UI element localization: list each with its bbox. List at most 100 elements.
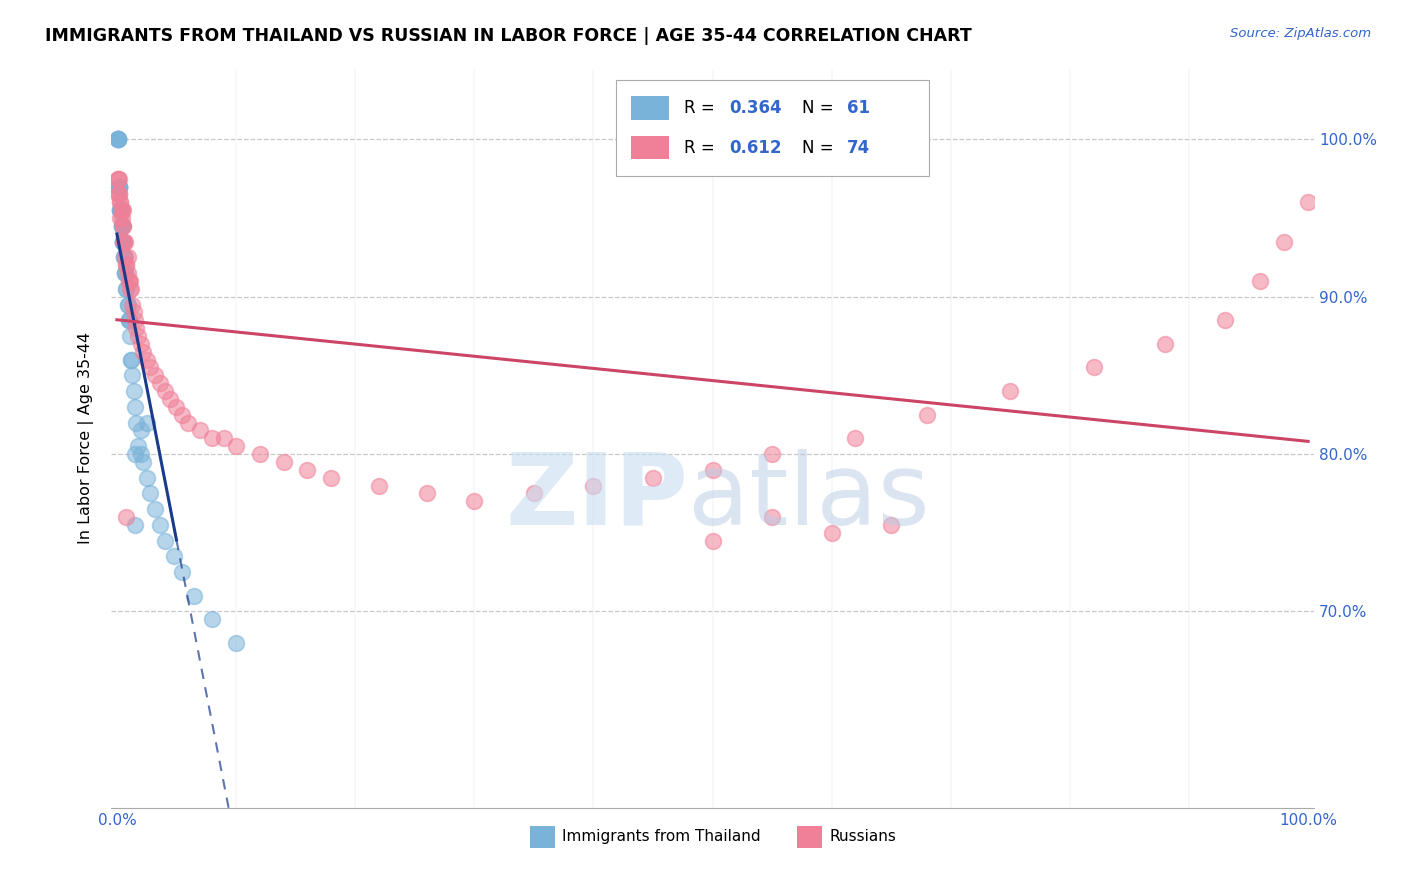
Point: [110, 195, 132, 210]
Point: [153, 533, 176, 548]
Point: [159, 392, 181, 406]
Point: [127, 329, 149, 343]
Point: [122, 384, 145, 398]
Text: Russians: Russians: [830, 830, 896, 844]
Point: [129, 337, 152, 351]
Point: [107, 171, 129, 186]
Point: [1083, 360, 1105, 375]
Point: [1154, 337, 1177, 351]
Point: [107, 187, 129, 202]
Text: IMMIGRANTS FROM THAILAND VS RUSSIAN IN LABOR FORCE | AGE 35-44 CORRELATION CHART: IMMIGRANTS FROM THAILAND VS RUSSIAN IN L…: [45, 27, 972, 45]
Point: [415, 486, 437, 500]
Point: [110, 203, 132, 218]
Point: [135, 470, 157, 484]
Point: [108, 171, 131, 186]
FancyBboxPatch shape: [631, 95, 669, 120]
Point: [111, 219, 134, 233]
Point: [117, 297, 139, 311]
Point: [139, 486, 162, 500]
Point: [1213, 313, 1236, 327]
Point: [166, 400, 188, 414]
Point: [143, 502, 166, 516]
Point: [110, 211, 132, 225]
Point: [163, 549, 186, 564]
Point: [111, 235, 134, 249]
Point: [114, 266, 136, 280]
Point: [249, 447, 271, 461]
Point: [108, 179, 131, 194]
Point: [120, 352, 142, 367]
Point: [107, 132, 129, 146]
Point: [124, 400, 146, 414]
Point: [122, 305, 145, 319]
Point: [111, 235, 134, 249]
Y-axis label: In Labor Force | Age 35-44: In Labor Force | Age 35-44: [79, 332, 94, 544]
Point: [124, 447, 146, 461]
Point: [115, 258, 138, 272]
Point: [120, 282, 142, 296]
Point: [110, 203, 132, 218]
Text: R =: R =: [683, 99, 720, 117]
Text: Source: ZipAtlas.com: Source: ZipAtlas.com: [1230, 27, 1371, 40]
Point: [114, 251, 136, 265]
Point: [114, 266, 136, 280]
Text: R =: R =: [683, 138, 720, 157]
Point: [108, 187, 131, 202]
Point: [118, 313, 141, 327]
Point: [111, 203, 134, 218]
Point: [107, 132, 129, 146]
Point: [132, 344, 155, 359]
Point: [135, 416, 157, 430]
FancyBboxPatch shape: [631, 136, 669, 160]
Point: [124, 313, 146, 327]
Point: [111, 219, 134, 233]
Point: [108, 187, 131, 202]
Point: [112, 235, 135, 249]
Point: [225, 636, 247, 650]
Point: [463, 494, 485, 508]
Point: [118, 313, 141, 327]
Point: [121, 297, 143, 311]
Point: [188, 424, 211, 438]
Point: [118, 274, 141, 288]
Point: [273, 455, 295, 469]
Point: [117, 251, 139, 265]
Point: [297, 463, 319, 477]
Point: [177, 416, 200, 430]
Point: [108, 179, 131, 194]
Point: [114, 266, 136, 280]
Point: [844, 431, 866, 445]
Point: [111, 203, 134, 218]
Point: [107, 171, 129, 186]
Point: [118, 313, 141, 327]
Point: [118, 329, 141, 343]
Point: [1272, 235, 1295, 249]
Point: [127, 439, 149, 453]
Point: [880, 517, 903, 532]
Point: [1249, 274, 1271, 288]
Point: [172, 408, 194, 422]
Point: [761, 510, 783, 524]
Point: [368, 478, 391, 492]
Point: [117, 297, 139, 311]
Point: [111, 203, 134, 218]
Point: [702, 463, 724, 477]
Point: [107, 132, 129, 146]
Point: [118, 282, 141, 296]
Point: [118, 274, 141, 288]
Point: [110, 203, 132, 218]
Point: [111, 235, 134, 249]
Point: [110, 195, 132, 210]
Point: [117, 266, 139, 280]
Point: [172, 565, 194, 579]
Point: [582, 478, 605, 492]
Point: [523, 486, 546, 500]
Point: [115, 282, 138, 296]
Point: [212, 431, 235, 445]
Text: 0.612: 0.612: [730, 138, 782, 157]
Point: [112, 251, 135, 265]
Point: [111, 219, 134, 233]
Text: ZIP: ZIP: [506, 449, 689, 546]
Text: 74: 74: [848, 138, 870, 157]
Point: [761, 447, 783, 461]
